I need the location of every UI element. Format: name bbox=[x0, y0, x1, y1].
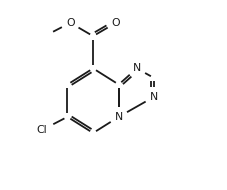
Text: O: O bbox=[66, 18, 74, 28]
Text: N: N bbox=[149, 92, 157, 102]
Text: Cl: Cl bbox=[36, 125, 47, 135]
Text: O: O bbox=[111, 18, 120, 28]
Text: N: N bbox=[132, 63, 140, 73]
Text: N: N bbox=[114, 112, 122, 122]
